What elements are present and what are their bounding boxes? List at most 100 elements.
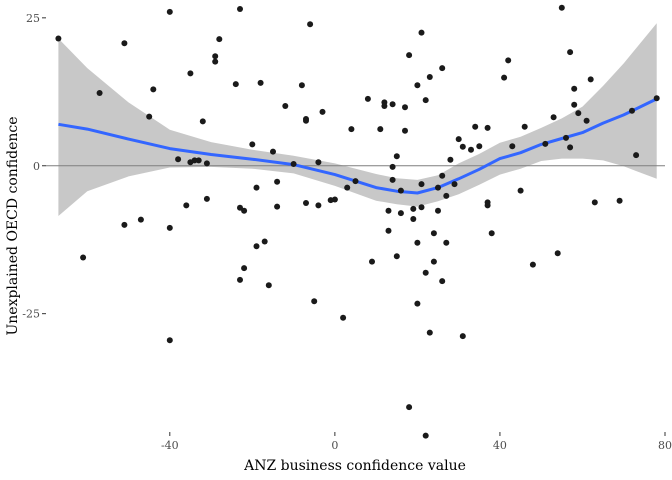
data-point [476, 143, 483, 150]
data-point [629, 107, 635, 114]
data-point [389, 176, 396, 183]
axes-layer: -40 0 40 80 -25 0 25 [22, 12, 672, 452]
data-point [270, 148, 276, 155]
data-point [55, 35, 62, 42]
data-point [385, 207, 392, 214]
data-point [509, 143, 516, 150]
data-point [633, 152, 640, 159]
data-point [290, 161, 297, 167]
data-point [364, 95, 371, 102]
data-point [237, 276, 243, 283]
x-tick-label: 80 [658, 439, 672, 452]
data-point [303, 117, 309, 124]
data-point [529, 261, 536, 268]
data-point [488, 230, 495, 237]
data-point [443, 239, 450, 246]
data-point [406, 52, 413, 59]
data-point [402, 104, 408, 111]
smooth-trend-line [58, 97, 658, 195]
data-point [203, 160, 210, 167]
data-point [459, 333, 466, 340]
data-point [517, 187, 524, 194]
data-point [583, 117, 590, 124]
data-point [426, 74, 433, 80]
data-point [563, 134, 569, 141]
data-point [402, 127, 408, 134]
data-point [616, 197, 623, 204]
data-point [587, 76, 594, 83]
data-point [451, 181, 458, 188]
data-point [389, 163, 396, 170]
data-point [232, 81, 239, 88]
data-point [558, 4, 565, 11]
data-point [426, 329, 433, 336]
data-point [257, 79, 264, 86]
data-point [216, 36, 223, 43]
data-point [249, 141, 256, 148]
data-point [311, 298, 318, 305]
data-point [261, 238, 268, 245]
y-axis-title: Unexplained OECD confidence [5, 116, 21, 335]
data-point [195, 157, 202, 164]
data-point [468, 146, 474, 153]
data-point [439, 172, 446, 179]
data-point [418, 181, 425, 188]
data-point [571, 101, 578, 108]
data-point [80, 254, 87, 261]
data-point [137, 216, 144, 223]
data-point [418, 29, 425, 36]
data-point [298, 82, 305, 89]
data-point [121, 221, 128, 228]
data-point [521, 123, 528, 130]
smooth-line-layer [58, 97, 658, 195]
data-point [484, 124, 491, 131]
data-point [385, 227, 392, 234]
data-point [274, 203, 281, 210]
data-point [282, 103, 289, 109]
data-point [203, 195, 210, 202]
data-point [241, 207, 248, 214]
data-point [150, 86, 157, 93]
data-point [459, 143, 466, 150]
data-point [212, 53, 219, 60]
data-point [146, 113, 153, 120]
data-point [344, 184, 351, 191]
data-point [183, 202, 190, 209]
data-point [414, 300, 421, 307]
data-point [166, 224, 173, 231]
data-point [237, 6, 243, 12]
data-point [410, 216, 417, 222]
data-point [253, 243, 260, 250]
data-point [567, 49, 574, 56]
data-point [501, 74, 508, 81]
data-point [591, 199, 598, 206]
data-point [389, 101, 396, 108]
data-point [550, 114, 557, 121]
data-point [414, 82, 421, 89]
data-point [439, 278, 446, 285]
data-point [166, 8, 173, 15]
data-point [199, 118, 206, 125]
data-point [274, 178, 281, 185]
data-point [175, 156, 182, 163]
data-point [393, 153, 400, 160]
data-point [422, 97, 429, 104]
data-point [484, 199, 491, 206]
data-point [430, 230, 437, 237]
data-point [340, 314, 347, 321]
data-point [348, 126, 355, 133]
data-point [303, 200, 309, 206]
data-point [381, 103, 388, 109]
data-point [369, 258, 375, 265]
data-point [554, 250, 561, 257]
y-tick-label: -25 [22, 308, 40, 321]
data-point [447, 156, 454, 163]
data-point [575, 110, 582, 117]
data-point [422, 269, 429, 276]
data-point [567, 144, 574, 151]
data-point [319, 108, 326, 115]
data-point [542, 140, 549, 147]
data-point [406, 404, 413, 411]
data-point [377, 126, 384, 133]
